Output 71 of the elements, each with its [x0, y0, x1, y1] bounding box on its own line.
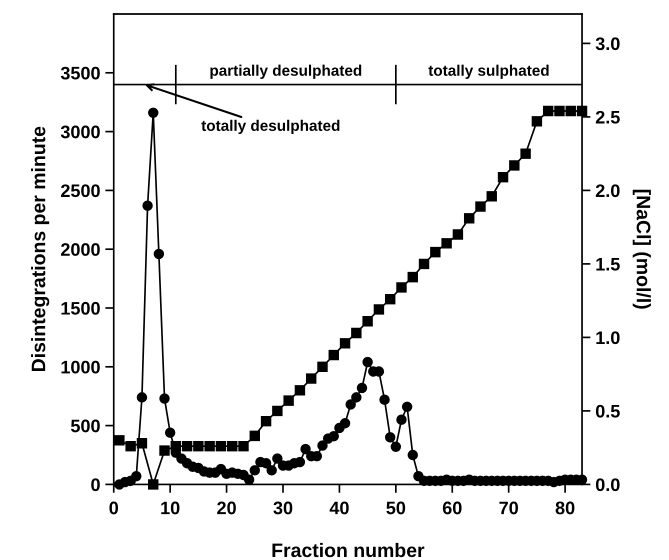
y-tick-label: 500: [70, 420, 100, 432]
point: [328, 350, 339, 360]
point: [170, 440, 182, 452]
y2-tick-label: 1.0: [596, 331, 620, 344]
y2-tick-label: 0.0: [596, 478, 620, 492]
point: [351, 328, 362, 338]
point: [216, 440, 226, 452]
y-tick-label: 0: [91, 478, 100, 492]
point: [260, 416, 272, 426]
annotation: totally desulphated: [201, 120, 340, 134]
annotation: totally sulphated: [428, 64, 549, 79]
point: [159, 445, 170, 456]
x-tick-label: 40: [330, 502, 349, 514]
point: [136, 438, 148, 448]
x-tick-label: 0: [109, 502, 118, 514]
point: [475, 201, 486, 212]
y2-tick-label: 2.0: [596, 184, 620, 198]
point: [554, 106, 565, 116]
point: [430, 246, 441, 258]
point: [362, 316, 373, 326]
point: [532, 116, 542, 127]
point: [418, 258, 430, 270]
y-axis-title: Disintegrations per minute: [31, 126, 50, 372]
y2-tick-label: 0.5: [596, 404, 620, 418]
y-tick-label: 3500: [60, 66, 100, 80]
x-tick-label: 70: [499, 502, 518, 514]
x-axis-title: Fraction number: [272, 542, 424, 558]
y2-tick-label: 2.5: [596, 110, 620, 124]
point: [250, 430, 260, 442]
x-tick-label: 80: [556, 502, 574, 514]
point: [227, 440, 238, 452]
point: [509, 160, 520, 171]
x-tick-label: 10: [161, 502, 180, 514]
y2-tick-label: 1.5: [596, 258, 620, 271]
x-tick-label: 50: [386, 502, 406, 514]
point: [441, 238, 452, 249]
point: [464, 213, 474, 224]
point: [498, 172, 508, 182]
y-tick-label: 3000: [60, 126, 100, 138]
point: [408, 272, 418, 282]
y-tick-label: 1000: [62, 360, 100, 374]
annotation: partially desulphated: [210, 64, 362, 79]
point: [182, 440, 192, 452]
point: [193, 440, 204, 452]
point: [566, 106, 576, 116]
point: [452, 229, 464, 240]
y-tick-label: 1500: [62, 302, 100, 315]
point: [340, 338, 350, 348]
y-tick-label: 2000: [61, 243, 100, 256]
y2-tick-label: 3.0: [596, 37, 620, 50]
point: [486, 191, 497, 202]
point: [204, 440, 215, 452]
point: [283, 395, 294, 406]
point: [272, 406, 283, 416]
point: [520, 148, 531, 159]
point: [396, 282, 407, 293]
point: [542, 106, 554, 116]
point: [374, 304, 384, 315]
point: [148, 479, 158, 490]
point: [125, 440, 136, 452]
point: [114, 435, 125, 446]
point: [317, 362, 328, 372]
y-tick-label: 2500: [61, 184, 100, 198]
x-tick-label: 20: [217, 502, 236, 514]
point: [306, 373, 316, 384]
point: [294, 385, 306, 396]
x-tick-label: 30: [273, 502, 292, 514]
point: [384, 294, 396, 304]
y2-axis-title: [NaCl] (mol/l): [632, 190, 651, 309]
x-tick-label: 60: [442, 502, 462, 514]
point: [238, 440, 249, 452]
